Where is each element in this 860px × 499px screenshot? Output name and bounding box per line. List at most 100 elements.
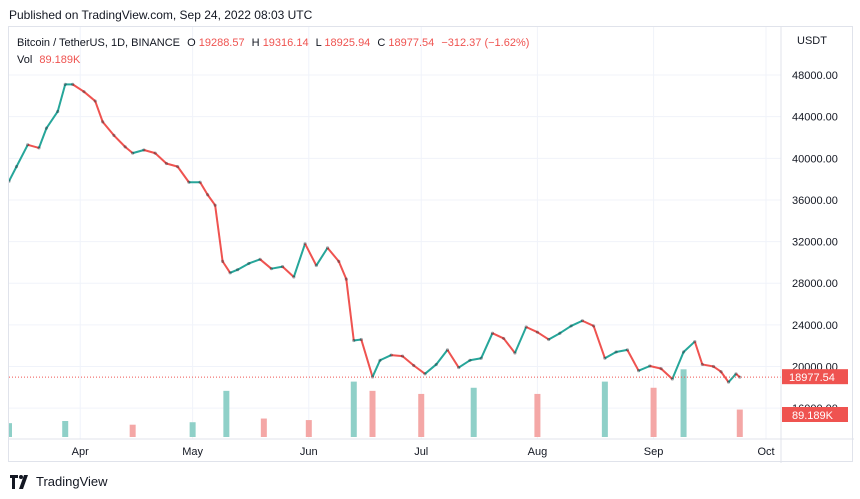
close-point [187,180,191,184]
price-segment [570,319,583,327]
price-segment [492,332,505,340]
close-point [303,242,307,246]
price-segment [248,258,261,265]
close-point [389,353,393,357]
volume-bar [534,393,541,437]
x-tick-label: Aug [528,446,548,458]
close-point [123,145,127,149]
candlestick-chart[interactable]: 48000.00 44000.00 40000.00 36000.00 32000.00… [9,27,854,463]
close-point [198,180,202,184]
price-segment [94,100,104,123]
price-segment [315,247,329,267]
price-segment [391,354,403,358]
price-segment [304,243,318,267]
volume-bar [418,393,425,437]
close-point [325,246,330,250]
close-point [524,325,528,329]
close-point [142,148,146,152]
close-point [344,277,348,281]
price-segment [413,364,426,375]
close-point [236,268,240,272]
volume-bar [736,409,743,437]
legend-open-label: O [187,37,196,49]
chart-frame[interactable]: 48000.00 44000.00 40000.00 36000.00 32000.00… [8,26,854,463]
close-point [558,331,562,335]
close-point [681,350,686,354]
price-segment [281,265,295,278]
legend-high: 19316.14 [263,37,309,49]
close-point [547,337,551,342]
legend-symbol: Bitcoin / TetherUS, 1D, BINANCE [17,37,180,49]
price-segment [469,357,482,362]
price-segment [424,363,437,375]
price-segment [702,363,714,368]
close-point [258,257,262,261]
price-segment [292,243,307,278]
x-tick-label: Jul [414,446,428,458]
volume-bar [189,422,196,437]
price-segment [693,341,704,365]
price-segment [221,260,231,274]
legend-volume-row: Vol 89.189K [17,54,81,66]
close-point [82,90,86,94]
close-point [412,363,416,368]
legend-low: 18925.94 [324,37,370,49]
close-point [352,338,356,343]
price-segment [720,371,730,383]
price-line [9,82,742,384]
price-segment [15,144,29,168]
close-point [314,263,318,268]
price-segment [615,348,628,353]
close-point [734,372,738,376]
price-segment [113,134,126,148]
close-point [26,143,30,147]
price-segment [56,84,67,112]
price-segment [199,181,209,196]
volume-bar [260,418,267,437]
volume-bar [369,390,376,437]
close-point [636,369,641,373]
price-segment [345,278,355,341]
close-point [719,370,723,374]
volume-bar [680,369,687,437]
close-point [164,161,168,166]
price-segment [548,332,561,341]
price-segment [727,373,737,383]
close-point [131,151,135,155]
price-segment [143,149,156,155]
y-tick-label: 32000.00 [792,237,838,249]
price-segment [671,351,685,380]
volume-bar [305,420,312,437]
price-segment [214,205,224,262]
close-point [625,348,629,352]
x-tick-label: Sep [644,446,664,458]
close-point [502,336,506,341]
close-point [738,375,742,379]
close-point [614,350,618,354]
currency-label: USDT [797,35,827,47]
tradingview-logo-icon [10,474,28,489]
close-point [648,364,652,368]
price-segment [176,166,190,183]
close-point [213,203,217,207]
close-point [468,358,472,362]
footer-brand: TradingView [36,474,108,489]
price-segment [132,149,145,155]
y-tick-label: 44000.00 [792,112,838,124]
grid-lines [9,27,781,439]
legend-close: 18977.54 [388,37,434,49]
close-point [112,133,116,138]
close-point [14,165,19,169]
footer: TradingView [10,474,108,489]
close-point [434,362,438,367]
last-volume-badge: 89.189K [782,407,848,422]
price-segment [458,359,471,369]
price-segment [45,110,59,129]
close-point [292,275,296,279]
price-segment [525,326,538,334]
close-point [221,259,225,263]
volume-bar [129,424,136,437]
last-price-text: 18977.54 [789,372,835,384]
y-tick-label: 48000.00 [792,70,838,82]
close-point [445,348,450,352]
